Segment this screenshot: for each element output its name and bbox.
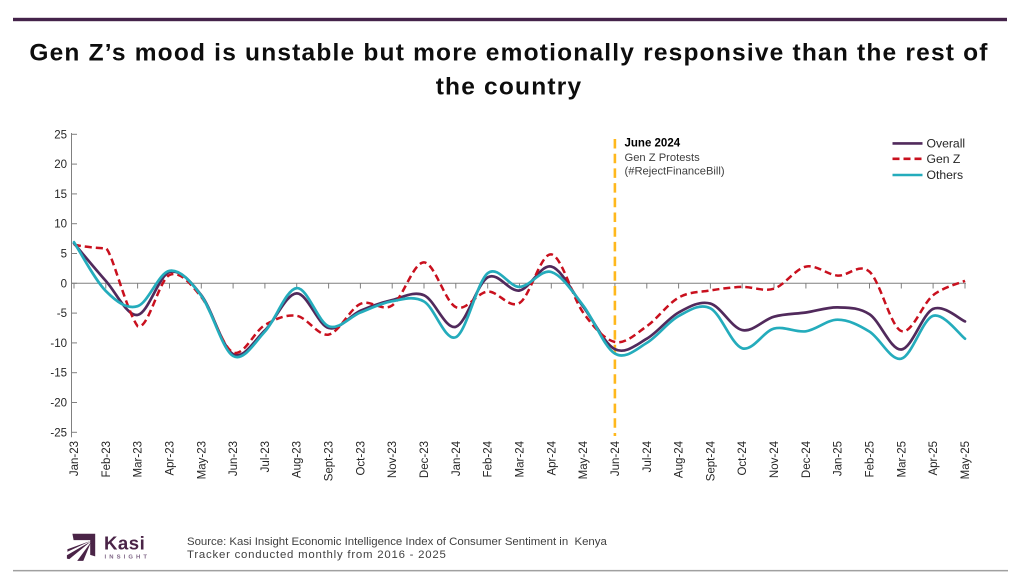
svg-text:June 2024: June 2024 — [625, 138, 681, 150]
svg-text:Apr-24: Apr-24 — [546, 440, 558, 475]
svg-text:20: 20 — [54, 159, 67, 171]
svg-text:-20: -20 — [50, 398, 67, 410]
svg-text:0: 0 — [61, 278, 67, 290]
svg-text:Feb-25: Feb-25 — [865, 441, 877, 477]
svg-text:Mar-23: Mar-23 — [133, 441, 145, 477]
svg-text:Feb-23: Feb-23 — [101, 441, 113, 477]
svg-text:Gen Z: Gen Z — [927, 152, 961, 166]
svg-text:Jul-24: Jul-24 — [642, 440, 654, 472]
svg-text:Kasi: Kasi — [104, 533, 145, 554]
svg-text:Jul-23: Jul-23 — [260, 441, 272, 472]
svg-text:Tracker conducted monthly from: Tracker conducted monthly from 2016 - 20… — [187, 549, 447, 561]
svg-text:-10: -10 — [50, 338, 67, 350]
svg-text:Jun-23: Jun-23 — [228, 441, 240, 476]
svg-text:Aug-23: Aug-23 — [292, 441, 304, 478]
svg-text:Gen Z’s mood is unstable but m: Gen Z’s mood is unstable but more emotio… — [29, 40, 988, 67]
svg-text:Source: Kasi Insight Economic: Source: Kasi Insight Economic Intelligen… — [187, 536, 607, 548]
svg-text:10: 10 — [54, 219, 67, 231]
svg-text:15: 15 — [54, 189, 67, 201]
svg-text:Jan-23: Jan-23 — [69, 441, 81, 476]
svg-text:Jan-24: Jan-24 — [451, 440, 463, 476]
svg-text:(#RejectFinanceBill): (#RejectFinanceBill) — [625, 166, 725, 178]
svg-text:25: 25 — [54, 129, 67, 141]
svg-text:Dec-24: Dec-24 — [801, 440, 813, 478]
svg-text:May-24: May-24 — [578, 440, 590, 479]
svg-text:the country: the country — [436, 73, 583, 100]
svg-text:Aug-24: Aug-24 — [674, 440, 686, 478]
svg-text:Sept-23: Sept-23 — [324, 441, 336, 481]
svg-text:5: 5 — [61, 249, 67, 261]
svg-text:May-23: May-23 — [196, 441, 208, 479]
svg-text:Mar-24: Mar-24 — [515, 440, 527, 477]
svg-text:Nov-23: Nov-23 — [387, 441, 399, 478]
svg-text:-15: -15 — [50, 368, 67, 380]
svg-text:INSIGHT: INSIGHT — [105, 555, 151, 561]
svg-text:Jan-25: Jan-25 — [833, 441, 845, 476]
svg-text:Apr-23: Apr-23 — [165, 441, 177, 476]
svg-text:May-25: May-25 — [960, 441, 972, 479]
svg-text:Sept-24: Sept-24 — [705, 440, 717, 481]
svg-text:Oct-24: Oct-24 — [737, 440, 749, 475]
svg-text:-25: -25 — [50, 427, 67, 439]
svg-text:Jun-24: Jun-24 — [610, 440, 622, 476]
svg-text:-5: -5 — [57, 308, 67, 320]
svg-text:Mar-25: Mar-25 — [896, 441, 908, 477]
svg-text:Overall: Overall — [927, 137, 966, 151]
svg-text:Apr-25: Apr-25 — [928, 441, 940, 476]
svg-text:Oct-23: Oct-23 — [355, 441, 367, 476]
svg-text:Nov-24: Nov-24 — [769, 440, 781, 478]
svg-text:Gen Z Protests: Gen Z Protests — [625, 152, 701, 164]
svg-text:Dec-23: Dec-23 — [419, 441, 431, 478]
svg-text:Others: Others — [927, 168, 964, 182]
svg-text:Feb-24: Feb-24 — [483, 440, 495, 477]
